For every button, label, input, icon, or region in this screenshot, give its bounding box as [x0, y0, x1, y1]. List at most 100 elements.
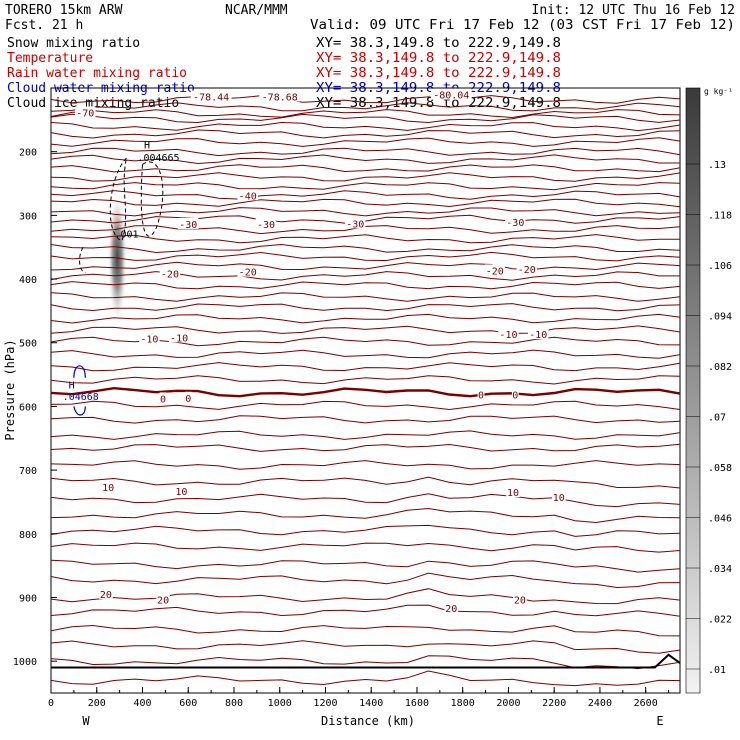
east-label: E	[656, 714, 663, 728]
extremum-label: .04668	[63, 392, 99, 403]
colorbar-label: .106	[708, 261, 732, 272]
label-backing	[178, 217, 199, 229]
x-tick-label: 0	[48, 698, 54, 709]
y-tick-label: 1000	[13, 657, 37, 668]
field-xy: XY= 38.3,149.8 to 222.9,149.8	[316, 36, 561, 51]
isotherm-line	[50, 349, 681, 359]
x-tick-label: 2400	[588, 698, 612, 709]
isotherm-label: -70	[76, 108, 94, 119]
label-backing	[516, 263, 537, 275]
label-backing	[255, 217, 277, 229]
colorbar-label: .046	[708, 514, 732, 525]
isotherm-line	[50, 460, 681, 470]
isotherm-line	[50, 493, 681, 508]
isotherm-label: -30	[506, 218, 524, 229]
isotherm-label: -20	[486, 266, 504, 277]
valid-time: Valid: 09 UTC Fri 17 Feb 12 (03 CST Fri …	[310, 18, 735, 33]
isotherm-line	[50, 190, 681, 200]
field-name: Rain water mixing ratio	[7, 66, 187, 81]
x-tick-label: 200	[88, 698, 106, 709]
isotherm-label: -20	[161, 270, 179, 281]
label-backing	[168, 331, 190, 343]
isotherm-line	[50, 572, 681, 589]
label-backing	[506, 486, 520, 498]
y-tick-label: 200	[19, 148, 37, 159]
isotherm-label: -10	[170, 333, 188, 344]
isotherm-line	[50, 225, 681, 235]
x-tick-label: 2200	[542, 698, 566, 709]
extremum-label: .001	[114, 230, 138, 241]
label-backing	[430, 88, 472, 100]
isotherm-line	[50, 303, 681, 312]
extremum-label: H	[144, 141, 150, 152]
axes: 0 200 400 600 800 1000 1200 1400 1600 1800 2000 220…	[13, 148, 670, 709]
label-backing	[237, 189, 258, 201]
isotherm-label: -10	[499, 330, 517, 341]
isotherm-label: -20	[518, 265, 536, 276]
colorbar-labels: .13 .118 .106 .094 .082 .07 .058 .046 .034 .022 .0…	[686, 160, 732, 676]
isotherm-line	[50, 109, 681, 119]
label-backing	[101, 480, 115, 492]
isotherm-line	[50, 164, 681, 173]
colorbar-unit: g kg⁻¹	[704, 87, 733, 96]
west-label: W	[82, 714, 90, 728]
forecast-hour: Fcst. 21 h	[5, 18, 83, 33]
isotherm-label: -78.68	[262, 93, 298, 104]
isotherm-label: 20	[100, 590, 112, 601]
isotherm-line	[50, 261, 681, 271]
terrain-line	[51, 653, 681, 669]
label-backing	[184, 391, 192, 403]
colorbar	[685, 87, 701, 694]
isotherm-line	[50, 588, 681, 605]
isotherm-label: 0	[478, 391, 484, 402]
model-title: TORERO 15km ARW	[5, 3, 123, 18]
field-name: Snow mixing ratio	[7, 36, 140, 51]
x-axis-title: Distance (km)	[321, 714, 415, 728]
x-tick-label: 600	[179, 698, 197, 709]
isotherm-label: 0	[185, 394, 191, 405]
colorbar-label: .13	[708, 160, 726, 171]
isotherm-line	[50, 313, 681, 324]
label-backing	[484, 264, 505, 276]
label-backing	[345, 217, 366, 229]
label-backing	[505, 216, 526, 228]
isotherm-line	[50, 542, 681, 553]
isotherm-line	[50, 292, 681, 302]
freezing-level-line	[50, 386, 681, 398]
y-tick-label: 600	[19, 402, 37, 413]
isotherm-label: 20	[157, 596, 169, 607]
isotherm-line	[50, 604, 681, 617]
label-backing	[156, 593, 170, 605]
colorbar-label: .118	[708, 211, 732, 222]
isotherm-line	[50, 214, 681, 224]
isotherm-label: -30	[257, 220, 275, 231]
x-tick-label: 2600	[634, 698, 658, 709]
cloud-water-contour	[73, 365, 86, 378]
isotherm-line	[50, 375, 681, 385]
field-xy: XY= 38.3,149.8 to 222.9,149.8	[316, 66, 561, 81]
isotherm-label: -10	[140, 335, 158, 346]
isotherm-line	[50, 102, 681, 112]
label-backing	[527, 328, 549, 340]
isotherm-line	[50, 207, 681, 217]
label-backing	[159, 267, 181, 279]
isotherm-label: 10	[175, 487, 187, 498]
temperature-contours	[50, 95, 681, 687]
colorbar-label: .07	[708, 413, 726, 424]
isotherm-line	[50, 198, 681, 208]
colorbar-label: .034	[708, 564, 732, 575]
isotherm-line	[50, 281, 681, 290]
isotherm-line	[50, 271, 680, 281]
cloud-ice-contour	[79, 246, 86, 274]
label-backing	[498, 328, 519, 340]
isotherm-line	[50, 362, 681, 372]
x-tick-label: 1800	[451, 698, 475, 709]
isotherm-line	[50, 251, 681, 262]
isotherm-label: -30	[346, 219, 364, 230]
isotherm-line	[50, 624, 681, 637]
isotherm-line	[50, 137, 681, 147]
cloud-ice-contour	[140, 161, 164, 237]
cloud-water-contour	[73, 406, 86, 416]
isotherm-label: -80.04	[433, 91, 469, 102]
